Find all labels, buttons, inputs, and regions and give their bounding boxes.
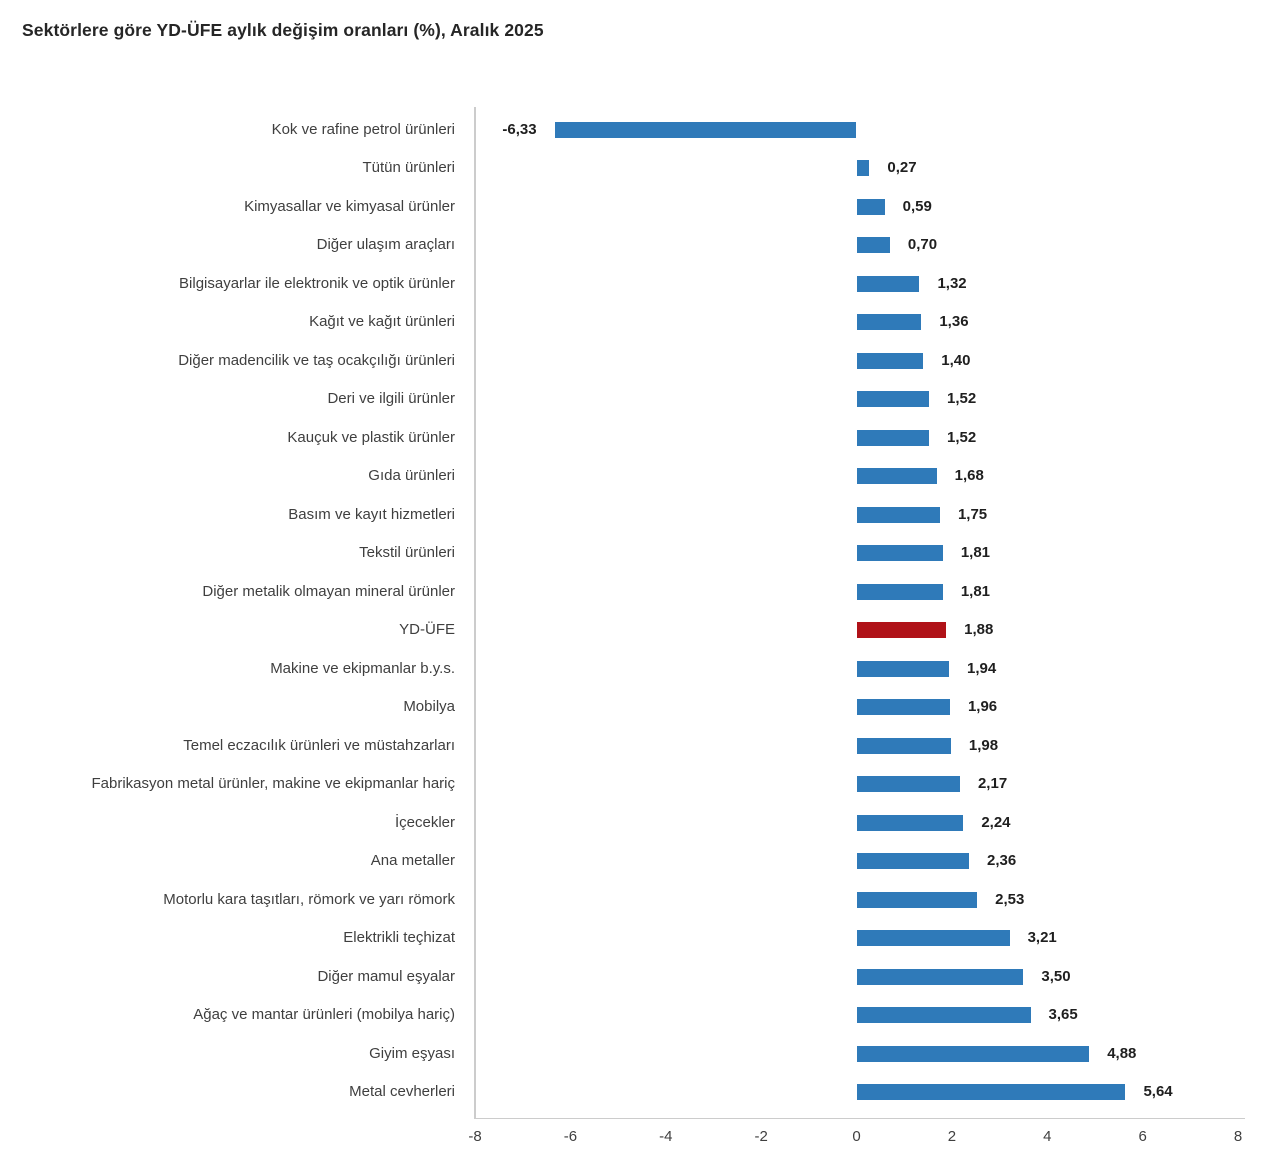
value-label: 2,17 <box>977 775 1008 793</box>
category-label: Motorlu kara taşıtları, römork ve yarı r… <box>163 890 455 908</box>
category-label: Deri ve ilgili ürünler <box>327 390 455 408</box>
bar[interactable] <box>856 506 940 523</box>
bar[interactable] <box>856 891 978 908</box>
value-label: 1,52 <box>946 428 977 446</box>
x-axis-tick-label: -8 <box>468 1128 482 1145</box>
bar[interactable] <box>856 237 890 254</box>
value-label: 1,96 <box>967 698 998 716</box>
value-label: 1,75 <box>957 505 988 523</box>
bar[interactable] <box>856 1084 1126 1100</box>
bar[interactable] <box>856 391 929 408</box>
category-label-yd-ufe: YD-ÜFE <box>399 621 455 639</box>
value-label: 4,88 <box>1107 1044 1137 1062</box>
category-label: Mobilya <box>403 698 455 716</box>
bar[interactable] <box>856 352 924 369</box>
value-label: 1,32 <box>937 274 967 292</box>
value-label: 1,94 <box>967 659 997 677</box>
bar[interactable] <box>856 468 937 485</box>
category-label: Elektrikli teçhizat <box>343 929 455 947</box>
bar[interactable] <box>856 545 943 562</box>
category-label: Ana metaller <box>370 852 455 870</box>
value-label: 5,64 <box>1143 1083 1173 1100</box>
bar[interactable] <box>856 314 922 331</box>
value-label: 1,81 <box>960 582 991 600</box>
value-label: 1,40 <box>941 351 971 369</box>
bar[interactable] <box>856 737 951 754</box>
value-label: 3,50 <box>1041 967 1071 985</box>
bar[interactable] <box>856 776 960 793</box>
value-label: 0,27 <box>887 159 917 177</box>
category-label: Diğer metalik olmayan mineral ürünler <box>202 582 455 600</box>
category-label: Bilgisayarlar ile elektronik ve optik ür… <box>179 274 455 292</box>
bar[interactable] <box>856 968 1024 985</box>
category-label: Basım ve kayıt hizmetleri <box>288 505 455 523</box>
category-label: Temel eczacılık ürünleri ve müstahzarlar… <box>183 736 455 754</box>
value-label: 3,65 <box>1048 1006 1078 1024</box>
category-label: İçecekler <box>394 813 455 831</box>
value-label: -6,33 <box>502 121 537 138</box>
category-label: Kimyasallar ve kimyasal ürünler <box>244 197 455 215</box>
yd-ufe-highlight-bar[interactable] <box>856 622 947 639</box>
category-label: Kağıt ve kağıt ürünleri <box>309 313 455 331</box>
x-axis-tick-label: -4 <box>659 1128 673 1145</box>
chart-title: Sektörlere göre YD-ÜFE aylık değişim ora… <box>22 20 544 40</box>
bar[interactable] <box>554 122 857 138</box>
category-label: Metal cevherleri <box>349 1083 455 1100</box>
category-label: Kok ve rafine petrol ürünleri <box>271 121 455 138</box>
category-label: Diğer mamul eşyalar <box>317 967 455 985</box>
value-label: 2,36 <box>987 852 1017 870</box>
bar[interactable] <box>856 930 1010 947</box>
x-axis-tick-label: 6 <box>1138 1128 1147 1145</box>
category-label: Tekstil ürünleri <box>359 544 455 562</box>
bar[interactable] <box>856 699 950 716</box>
category-label: Giyim eşyası <box>369 1044 455 1062</box>
bar[interactable] <box>856 660 949 677</box>
value-label: 1,88 <box>964 621 994 639</box>
bar[interactable] <box>856 198 885 215</box>
value-label: 2,53 <box>995 890 1025 908</box>
value-label: 1,52 <box>946 390 977 408</box>
bar[interactable] <box>856 814 964 831</box>
x-axis-tick-label: 8 <box>1233 1128 1243 1145</box>
x-axis-tick-label: 2 <box>947 1128 957 1145</box>
value-label: 1,81 <box>960 544 991 562</box>
x-axis-tick-label: 0 <box>852 1128 861 1145</box>
category-label: Diğer ulaşım araçları <box>316 236 455 254</box>
value-label: 1,68 <box>954 467 984 485</box>
x-axis-tick-label: -2 <box>754 1128 768 1145</box>
category-label: Tütün ürünleri <box>362 159 455 177</box>
value-label: 2,24 <box>981 813 1011 831</box>
value-label: 1,36 <box>939 313 969 331</box>
bar[interactable] <box>856 1007 1031 1024</box>
value-label: 0,70 <box>907 236 938 254</box>
x-axis-line <box>474 1118 1245 1119</box>
category-label: Diğer madencilik ve taş ocakçılığı ürünl… <box>178 351 455 369</box>
bar[interactable] <box>856 853 970 870</box>
value-label: 0,59 <box>902 197 932 215</box>
category-label: Ağaç ve mantar ürünleri (mobilya hariç) <box>193 1006 455 1024</box>
value-label: 3,21 <box>1027 929 1057 947</box>
x-axis-tick-label: -6 <box>563 1128 578 1145</box>
value-label: 1,98 <box>968 736 999 754</box>
bar[interactable] <box>856 160 870 177</box>
category-label: Kauçuk ve plastik ürünler <box>287 428 455 446</box>
bar[interactable] <box>856 1045 1090 1062</box>
bar[interactable] <box>856 583 943 600</box>
category-label: Gıda ürünleri <box>368 467 455 485</box>
category-label: Fabrikasyon metal ürünler, makine ve eki… <box>91 775 456 793</box>
bar[interactable] <box>856 275 920 292</box>
y-axis-line <box>474 107 476 1118</box>
bar[interactable] <box>856 429 929 446</box>
category-label: Makine ve ekipmanlar b.y.s. <box>270 659 455 677</box>
x-axis-tick-label: 4 <box>1043 1128 1052 1145</box>
